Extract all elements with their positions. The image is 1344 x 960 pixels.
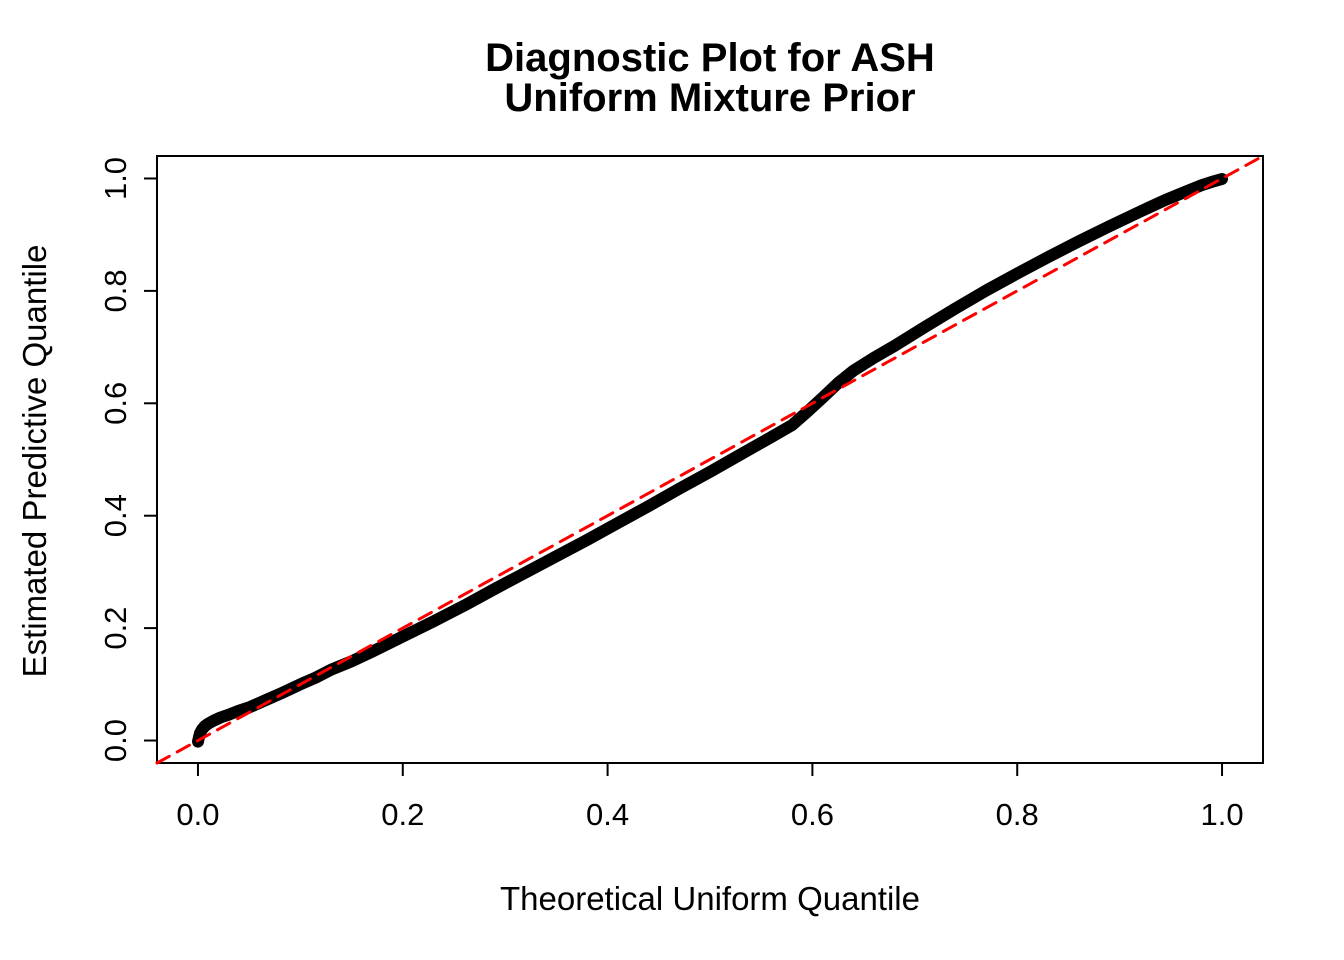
y-tick-label: 0.8	[98, 269, 133, 312]
y-tick-label: 0.0	[98, 719, 133, 762]
chart-title-line-1: Diagnostic Plot for ASH	[485, 36, 935, 80]
y-tick-label: 0.4	[98, 494, 133, 537]
y-tick-label: 0.2	[98, 607, 133, 650]
identity-reference-line	[155, 154, 1265, 765]
y-axis-label: Estimated Predictive Quantile	[16, 244, 53, 678]
y-tick-label: 1.0	[98, 157, 133, 200]
x-tick-label: 0.6	[791, 797, 834, 832]
x-tick-label: 0.0	[176, 797, 219, 832]
x-tick-label: 0.4	[586, 797, 629, 832]
y-tick-label: 0.6	[98, 382, 133, 425]
plot-box	[156, 155, 1264, 764]
chart-title: Diagnostic Plot for ASH Uniform Mixture …	[157, 38, 1263, 118]
x-tick-label: 0.2	[381, 797, 424, 832]
x-axis-label: Theoretical Uniform Quantile	[499, 880, 920, 917]
x-tick-label: 1.0	[1200, 797, 1243, 832]
estimated-vs-theoretical-quantile-curve	[192, 173, 1228, 748]
chart-title-line-2: Uniform Mixture Prior	[504, 76, 916, 120]
x-tick-label: 0.8	[996, 797, 1039, 832]
